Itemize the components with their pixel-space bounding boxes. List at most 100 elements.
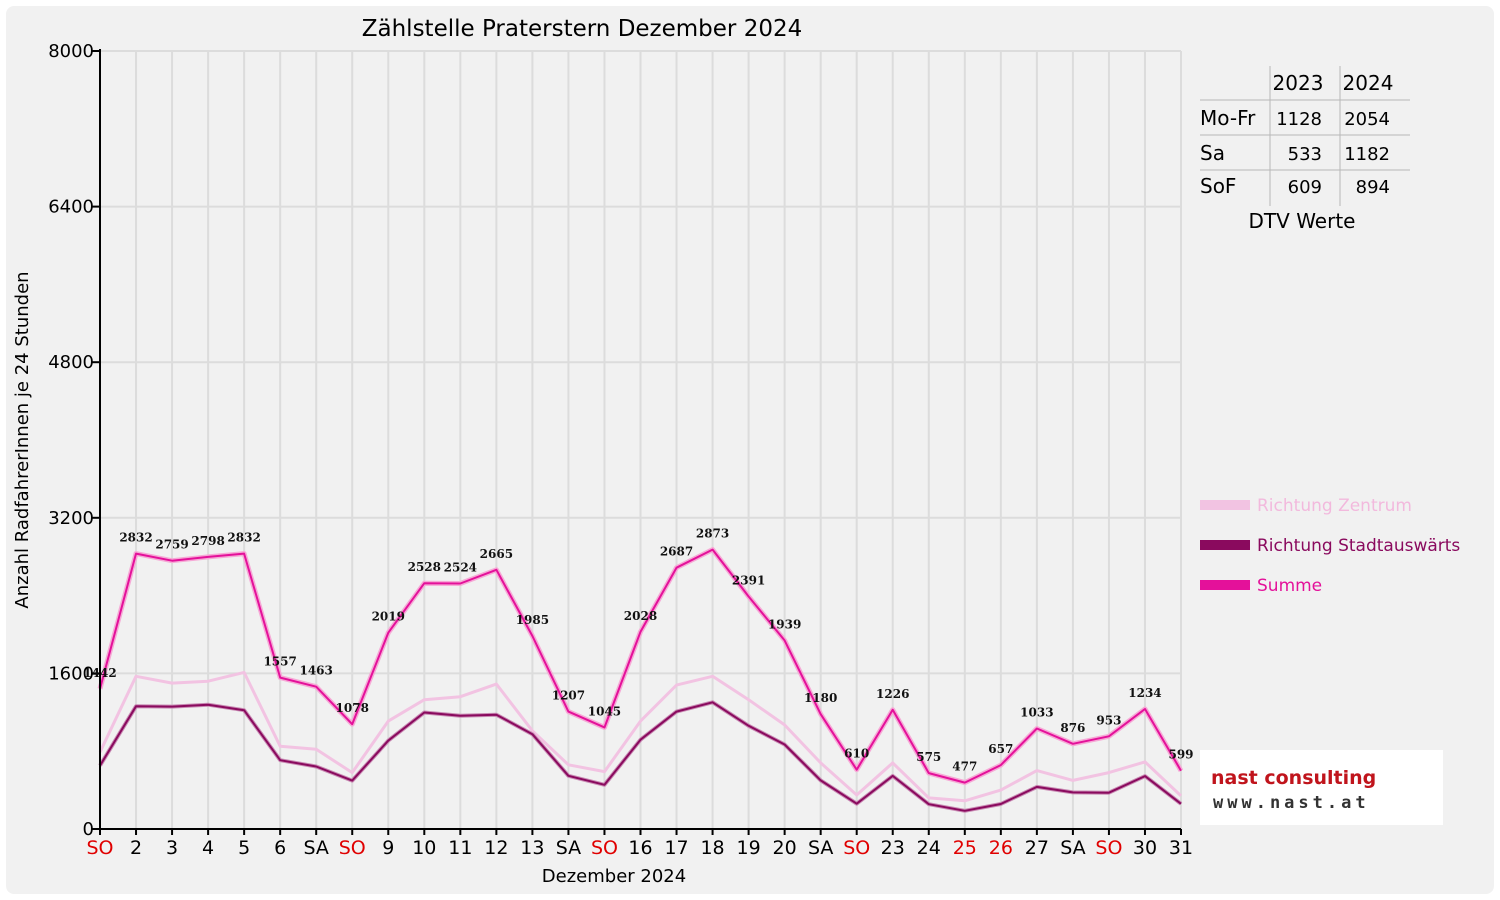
data-label: 1442 [83, 666, 116, 680]
x-tick-label: SA [808, 837, 833, 859]
y-tick-label: 0 [83, 819, 94, 840]
series-line-richtung-zentrum [98, 670, 1183, 803]
data-label: 2798 [191, 534, 224, 548]
data-label: 876 [1060, 721, 1085, 735]
grid [99, 50, 1182, 830]
table-cell: 2054 [1344, 109, 1390, 130]
x-tick-label: SO [591, 837, 618, 859]
x-tick-label: 17 [664, 837, 688, 859]
data-label: 2687 [660, 545, 693, 559]
x-tick-label: 18 [700, 837, 724, 859]
x-tick-label: 3 [166, 837, 178, 859]
table-row-label: Mo-Fr [1200, 106, 1256, 130]
company-logo: nast consulting www.nast.at [1200, 750, 1443, 825]
table-caption: DTV Werte [1249, 209, 1356, 233]
x-tick-label: 25 [953, 837, 977, 859]
x-tick-label: 16 [628, 837, 652, 859]
legend-label: Richtung Stadtauswärts [1257, 536, 1460, 556]
data-label: 477 [952, 760, 977, 774]
x-tick-label: 2 [130, 837, 142, 859]
data-label: 1226 [876, 687, 909, 701]
data-label: 575 [916, 750, 941, 764]
table-cell: 609 [1288, 177, 1322, 198]
data-label: 599 [1168, 748, 1193, 762]
x-tick-label: 27 [1025, 837, 1049, 859]
data-label: 953 [1096, 713, 1121, 727]
x-tick-label: SO [86, 837, 113, 859]
table-cell: 1128 [1276, 109, 1322, 130]
data-label: 2391 [732, 573, 765, 587]
data-label: 1234 [1128, 686, 1161, 700]
series-lines [97, 547, 1184, 813]
chart-title: Zählstelle Praterstern Dezember 2024 [362, 16, 802, 42]
data-label: 1078 [336, 701, 369, 715]
table-cell: 1182 [1344, 144, 1390, 165]
data-label: 1180 [804, 691, 837, 705]
data-label: 1557 [263, 655, 296, 669]
legend-swatch [1200, 500, 1250, 510]
x-tick-label: SA [556, 837, 581, 859]
y-tick-label: 3200 [48, 508, 94, 529]
data-label: 2665 [480, 547, 513, 561]
data-label: 1463 [299, 664, 332, 678]
data-label: 2019 [372, 610, 405, 624]
x-tick-label: 9 [382, 837, 394, 859]
data-label: 2873 [696, 527, 729, 541]
legend-item: Richtung Zentrum [1200, 496, 1412, 516]
data-label: 2524 [444, 561, 477, 575]
legend-swatch [1200, 580, 1250, 590]
dtv-table: 2023 2024 Mo-Fr 1128 2054 Sa 533 1182 So… [1200, 66, 1410, 233]
y-tick-label: 6400 [48, 197, 94, 218]
table-row-label: SoF [1200, 174, 1236, 198]
data-label: 2759 [155, 538, 188, 552]
x-tick-label: 11 [448, 837, 472, 859]
data-label: 2028 [624, 609, 657, 623]
table-cell: 533 [1288, 144, 1322, 165]
x-tick-label: 12 [484, 837, 508, 859]
table-row-label: Sa [1200, 141, 1225, 165]
x-tick-label: 13 [520, 837, 544, 859]
table-header-2024: 2024 [1343, 71, 1394, 95]
axes [92, 49, 1182, 835]
x-tick-label: SA [303, 837, 328, 859]
x-tick-label: SO [843, 837, 870, 859]
x-tick-label: SO [1095, 837, 1122, 859]
data-label: 1939 [768, 617, 801, 631]
x-tick-label: 31 [1169, 837, 1193, 859]
chart-background [6, 6, 1494, 894]
legend-label: Summe [1257, 576, 1322, 596]
x-tick-label: 23 [881, 837, 905, 859]
series-line-richtung-stadtausw-rts [99, 701, 1182, 812]
x-tick-label: 30 [1133, 837, 1157, 859]
x-tick-label: 6 [274, 837, 286, 859]
x-tick-label: 20 [773, 837, 797, 859]
table-cell: 894 [1356, 177, 1390, 198]
data-label: 1045 [588, 704, 621, 718]
y-axis-label: Anzahl RadfahrerInnen je 24 Stunden [12, 271, 33, 608]
y-tick-label: 8000 [48, 41, 94, 62]
x-tick-label: 10 [412, 837, 436, 859]
legend-label: Richtung Zentrum [1257, 496, 1412, 516]
logo-text: nast consulting [1211, 767, 1376, 789]
data-label: 2528 [408, 560, 441, 574]
x-tick-label: SO [339, 837, 366, 859]
data-label: 610 [844, 747, 869, 761]
data-label: 1033 [1020, 706, 1053, 720]
legend-item: Summe [1200, 576, 1322, 596]
x-axis-label: Dezember 2024 [542, 866, 686, 887]
x-tick-label: 26 [989, 837, 1013, 859]
y-tick-label: 1600 [48, 663, 94, 684]
table-header-2023: 2023 [1273, 71, 1324, 95]
x-tick-label: 4 [202, 837, 214, 859]
legend-item: Richtung Stadtauswärts [1200, 536, 1460, 556]
data-label: 2832 [119, 531, 152, 545]
x-tick-label: 19 [737, 837, 761, 859]
x-tick-label: 5 [238, 837, 250, 859]
x-tick-label: 24 [917, 837, 941, 859]
data-label: 657 [988, 742, 1013, 756]
data-label: 1985 [516, 613, 549, 627]
y-tick-label: 4800 [48, 352, 94, 373]
data-label: 1207 [552, 689, 585, 703]
